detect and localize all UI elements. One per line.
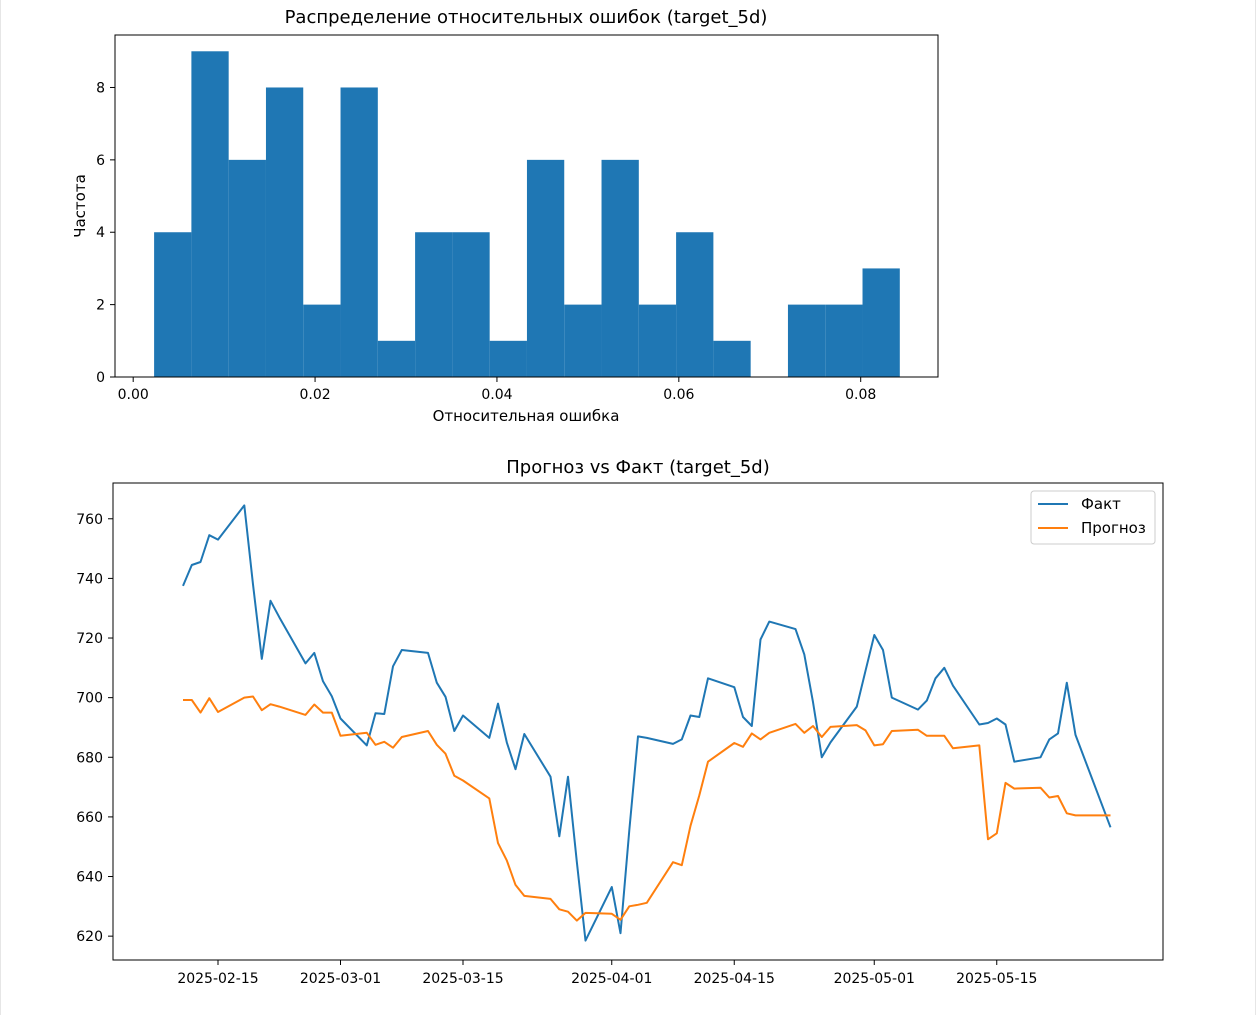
x-tick-label: 0.04 xyxy=(481,387,512,403)
histogram-y-axis: 0 2 4 6 8 xyxy=(96,80,115,386)
histogram-bar xyxy=(452,232,490,377)
line-chart-plot-frame xyxy=(112,482,1164,961)
x-tick-label: 0.08 xyxy=(845,387,876,403)
histogram-plot-frame xyxy=(114,34,939,378)
histogram-bars xyxy=(154,51,900,378)
y-tick-label: 760 xyxy=(76,512,103,528)
y-tick-label: 620 xyxy=(76,929,103,945)
histogram-x-label: Относительная ошибка xyxy=(433,407,620,425)
x-tick-label: 2025-03-15 xyxy=(422,971,503,987)
histogram-bar xyxy=(601,159,639,377)
y-tick-label: 6 xyxy=(96,153,105,169)
y-tick-label: 4 xyxy=(96,225,105,241)
histogram-bar xyxy=(862,268,900,377)
histogram-bar xyxy=(340,87,378,377)
histogram-chart: Распределение относительных ошибок (targ… xyxy=(71,7,939,425)
y-tick-label: 0 xyxy=(96,370,105,386)
y-tick-label: 8 xyxy=(96,80,105,96)
line-chart-y-axis: 620 640 660 680 700 720 740 760 xyxy=(76,512,113,945)
x-tick-label: 2025-04-01 xyxy=(571,971,652,987)
histogram-bar xyxy=(676,232,714,377)
histogram-bar xyxy=(787,304,826,377)
histogram-y-label: Частота xyxy=(71,174,89,238)
histogram-bar xyxy=(265,87,304,377)
histogram-bar xyxy=(526,159,565,377)
y-tick-label: 2 xyxy=(96,298,105,314)
line-chart-x-axis: 2025-02-15 2025-03-01 2025-03-15 2025-04-01… xyxy=(177,960,1037,987)
histogram-bar xyxy=(713,340,751,377)
histogram-bar xyxy=(154,232,192,377)
line-chart: Прогноз vs Факт (target_5d) 2025-02-15 20… xyxy=(76,457,1164,987)
x-tick-label: 0.06 xyxy=(663,387,694,403)
x-tick-label: 2025-05-01 xyxy=(834,971,915,987)
y-tick-label: 720 xyxy=(76,631,103,647)
histogram-bar xyxy=(377,340,416,377)
histogram-bar xyxy=(638,304,677,377)
x-tick-label: 0.00 xyxy=(118,387,149,403)
y-tick-label: 700 xyxy=(76,691,103,707)
x-tick-label: 2025-05-15 xyxy=(956,971,1037,987)
legend-label-fact: Факт xyxy=(1081,495,1121,513)
histogram-bar xyxy=(228,159,266,377)
left-frame-border xyxy=(0,0,1,1015)
histogram-bar xyxy=(825,304,863,377)
fact-series-line xyxy=(182,504,1112,942)
histogram-bar xyxy=(303,304,341,377)
x-tick-label: 2025-04-15 xyxy=(694,971,775,987)
line-chart-legend: Факт Прогноз xyxy=(1030,490,1156,545)
line-series-group xyxy=(182,504,1112,942)
histogram-bar xyxy=(191,51,229,378)
forecast-series-line xyxy=(183,695,1111,922)
legend-label-forecast: Прогноз xyxy=(1081,519,1146,537)
x-tick-label: 2025-02-15 xyxy=(177,971,258,987)
histogram-bar xyxy=(415,232,453,377)
line-chart-title: Прогноз vs Факт (target_5d) xyxy=(506,457,770,478)
y-tick-label: 640 xyxy=(76,870,103,886)
histogram-bar xyxy=(564,304,602,377)
x-tick-label: 2025-03-01 xyxy=(300,971,381,987)
y-tick-label: 740 xyxy=(76,571,103,587)
y-tick-label: 680 xyxy=(76,750,103,766)
histogram-x-axis: 0.00 0.02 0.04 0.06 0.08 xyxy=(118,377,876,403)
x-tick-label: 0.02 xyxy=(299,387,330,403)
histogram-title: Распределение относительных ошибок (targ… xyxy=(285,7,768,28)
histogram-bar xyxy=(489,340,527,377)
y-tick-label: 660 xyxy=(76,810,103,826)
